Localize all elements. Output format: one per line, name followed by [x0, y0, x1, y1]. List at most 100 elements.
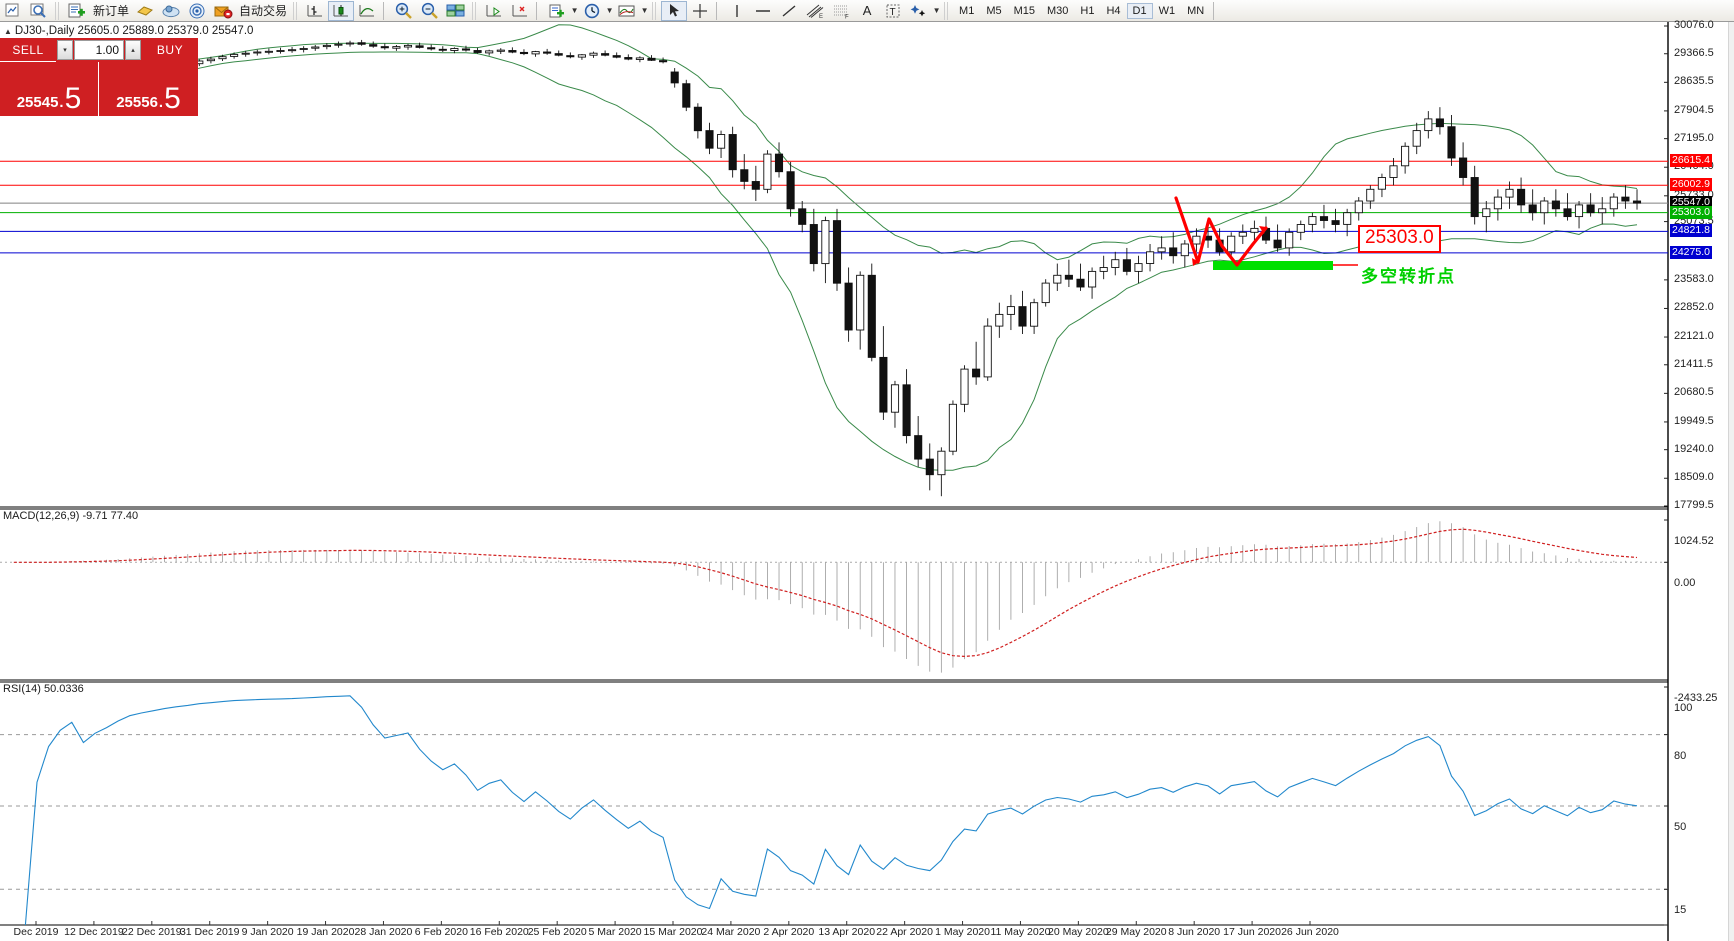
periods-icon[interactable]: [579, 1, 605, 21]
macd-scale-label: 1024.52: [1674, 535, 1714, 547]
timeframe-d1[interactable]: D1: [1126, 2, 1153, 19]
date-axis-label: 5 Mar 2020: [588, 926, 642, 938]
buy-price-integer: 25556: [116, 94, 158, 111]
buy-price-separator: .: [158, 94, 164, 111]
tile-windows-icon[interactable]: [443, 1, 469, 21]
price-level-tag[interactable]: 26615.4: [1670, 154, 1712, 168]
price-tick-label: 23583.0: [1674, 272, 1714, 285]
svg-text:F: F: [845, 14, 849, 19]
toolbar-grip-2[interactable]: [293, 1, 300, 20]
new-order-icon[interactable]: [64, 1, 90, 21]
line-chart-icon[interactable]: [354, 1, 380, 21]
volume-input[interactable]: 1.00: [74, 40, 124, 60]
auto-scroll-icon[interactable]: [481, 1, 507, 21]
text-icon[interactable]: A: [862, 3, 872, 18]
timeframe-m5[interactable]: M5: [986, 4, 1002, 17]
collapse-triangle-icon[interactable]: ▲: [4, 27, 12, 36]
sell-price[interactable]: 25545 . 5: [0, 62, 99, 116]
vertical-line-icon[interactable]: [724, 1, 750, 21]
date-axis-label: 26 Jun 2020: [1281, 926, 1339, 938]
price-tick-label: 19949.5: [1674, 414, 1714, 427]
toolbar-grip-4[interactable]: [652, 1, 659, 20]
vertical-scrollbar[interactable]: [1728, 22, 1734, 941]
toolbar-separator-4: [1213, 1, 1218, 20]
volume-increase-button[interactable]: ▴: [125, 40, 141, 60]
zoom-out-icon[interactable]: [417, 1, 443, 21]
date-axis-label: 11 May 2020: [990, 926, 1051, 938]
price-level-tag[interactable]: 26002.9: [1670, 178, 1712, 192]
toolbar-grip-5[interactable]: [944, 1, 951, 20]
chart-shift-icon[interactable]: [507, 1, 533, 21]
sell-price-fraction: 5: [64, 81, 82, 115]
shapes-dropdown-caret[interactable]: ▼: [932, 6, 941, 15]
price-level-tag[interactable]: 25303.0: [1670, 205, 1712, 219]
sell-button[interactable]: SELL: [0, 38, 56, 62]
toolbar-grip-3[interactable]: [472, 1, 479, 20]
date-axis-label: 16 Feb 2020: [469, 926, 529, 938]
zoom-window-icon[interactable]: [26, 1, 52, 21]
macd-scale-label: 0.00: [1674, 577, 1696, 590]
text-label-icon[interactable]: T: [880, 1, 906, 21]
periods-dropdown-caret[interactable]: ▼: [605, 6, 614, 15]
date-axis-label: 20 May 2020: [1048, 926, 1109, 938]
price-tick-label: 29366.5: [1674, 46, 1714, 59]
date-axis-label: 31 Dec 2019: [179, 926, 240, 938]
timeframe-m1[interactable]: M1: [959, 4, 975, 17]
market-icon[interactable]: [210, 1, 236, 21]
date-axis-label: 12 Dec 2019: [64, 926, 124, 938]
cursor-icon[interactable]: [661, 0, 688, 21]
price-level-tag[interactable]: 24275.0: [1670, 245, 1712, 259]
date-axis-label: 2 Apr 2020: [763, 926, 815, 938]
chart-canvas[interactable]: [0, 22, 1734, 941]
timeframe-m15[interactable]: M15: [1013, 4, 1035, 17]
date-axis-label: 28 Jan 2020: [354, 926, 413, 938]
date-axis-label: 19 Jan 2020: [296, 926, 355, 938]
crosshair-icon[interactable]: [687, 1, 713, 21]
bar-chart-icon[interactable]: [302, 1, 328, 21]
symbol-header-text: DJ30-,Daily 25605.0 25889.0 25379.0 2554…: [14, 25, 254, 37]
signals-icon[interactable]: [184, 1, 210, 21]
equidistant-channel-icon[interactable]: E: [802, 1, 828, 21]
buy-button[interactable]: BUY: [142, 38, 198, 62]
mql-community-icon[interactable]: [158, 1, 184, 21]
zoom-in-icon[interactable]: [391, 1, 417, 21]
horizontal-line-icon[interactable]: [750, 1, 776, 21]
svg-text:T: T: [890, 7, 896, 18]
date-axis-label: 6 Feb 2020: [414, 926, 468, 938]
indicators-dropdown-caret[interactable]: ▼: [570, 6, 579, 15]
autotrading-label[interactable]: 自动交易: [239, 4, 288, 18]
price-annotation-box: 25303.0: [1358, 225, 1441, 253]
timeframe-w1[interactable]: W1: [1158, 4, 1176, 17]
timeframe-h1[interactable]: H1: [1080, 4, 1095, 17]
buy-price[interactable]: 25556 . 5: [99, 62, 198, 116]
volume-decrease-button[interactable]: ▾: [57, 40, 73, 60]
date-axis-label: 22 Apr 2020: [876, 926, 933, 938]
new-chart-icon[interactable]: [0, 1, 26, 21]
volume-stepper[interactable]: ▾ 1.00 ▴: [56, 38, 142, 62]
toolbar-separator-3: [716, 1, 721, 20]
new-order-label[interactable]: 新订单: [93, 4, 130, 18]
timeframe-h4[interactable]: H4: [1106, 4, 1121, 17]
one-click-trading-panel[interactable]: SELL ▾ 1.00 ▴ BUY 25545 . 5 25556 . 5: [0, 38, 198, 116]
fibonacci-icon[interactable]: F: [828, 1, 854, 21]
chart-area[interactable]: ▲ DJ30-,Daily 25605.0 25889.0 25379.0 255…: [0, 19, 1734, 941]
price-tick-label: 22852.0: [1674, 301, 1714, 314]
symbol-header: ▲ DJ30-,Daily 25605.0 25889.0 25379.0 255…: [4, 25, 253, 37]
trendline-icon[interactable]: [776, 1, 802, 21]
expert-advisor-icon[interactable]: [132, 1, 158, 21]
date-axis-label: 9 Jan 2020: [241, 926, 294, 938]
timeframe-mn[interactable]: MN: [1187, 4, 1205, 17]
candlestick-chart-icon[interactable]: [328, 0, 355, 21]
templates-dropdown-caret[interactable]: ▼: [640, 6, 649, 15]
indicators-icon[interactable]: [544, 1, 570, 21]
templates-icon[interactable]: [614, 1, 640, 21]
timeframe-m30[interactable]: M30: [1047, 4, 1069, 17]
toolbar-separator-1: [383, 1, 388, 20]
rsi-scale-label: 80: [1674, 749, 1687, 762]
price-level-tag[interactable]: 24821.8: [1670, 224, 1712, 238]
price-tick-label: 18509.0: [1674, 471, 1714, 484]
shapes-icon[interactable]: [906, 1, 932, 21]
date-axis-label: Dec 2019: [13, 926, 59, 938]
toolbar-grip[interactable]: [55, 1, 61, 20]
rsi-caption: RSI(14) 50.0336: [3, 683, 84, 695]
